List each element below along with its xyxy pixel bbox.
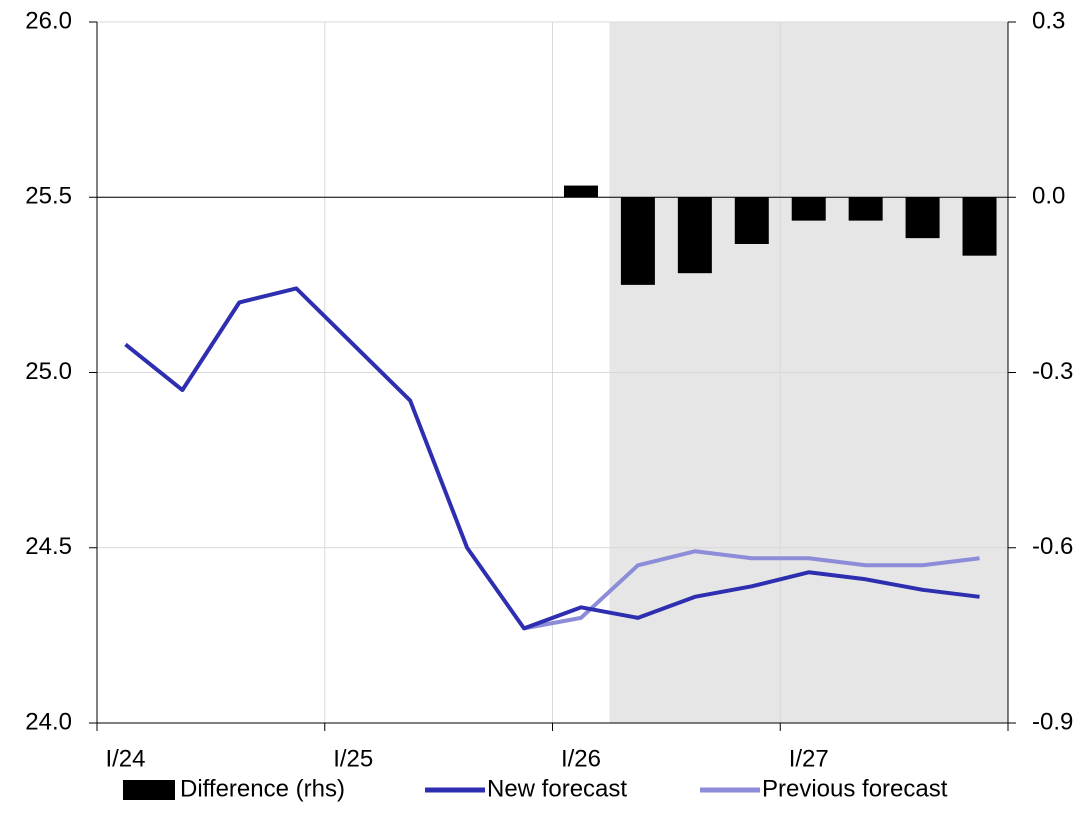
y2-tick-label: -0.9	[1032, 708, 1073, 735]
y-tick-label: 25.0	[25, 358, 72, 385]
legend-swatch	[123, 780, 175, 800]
x-tick-label: I/25	[333, 745, 373, 772]
y2-tick-label: -0.3	[1032, 358, 1073, 385]
y-tick-label: 25.5	[25, 183, 72, 210]
bar	[905, 197, 940, 239]
bar	[620, 197, 655, 285]
y-tick-label: 24.0	[25, 708, 72, 735]
y2-tick-label: 0.3	[1032, 7, 1065, 34]
bar	[677, 197, 712, 274]
x-tick-label: I/24	[105, 745, 145, 772]
y-tick-label: 26.0	[25, 7, 72, 34]
y2-tick-label: 0.0	[1032, 183, 1065, 210]
line	[124, 286, 980, 631]
bar	[563, 185, 598, 198]
y2-tick-label: -0.6	[1032, 533, 1073, 560]
line	[523, 549, 980, 631]
x-tick-label: I/27	[789, 745, 829, 772]
legend-label: New forecast	[487, 775, 627, 802]
bar	[962, 197, 997, 256]
bar	[791, 197, 826, 221]
legend-label: Previous forecast	[762, 775, 948, 802]
bar	[734, 197, 769, 244]
x-tick-label: I/26	[561, 745, 601, 772]
bar	[848, 197, 883, 221]
y-tick-label: 24.5	[25, 533, 72, 560]
legend-label: Difference (rhs)	[180, 775, 345, 802]
